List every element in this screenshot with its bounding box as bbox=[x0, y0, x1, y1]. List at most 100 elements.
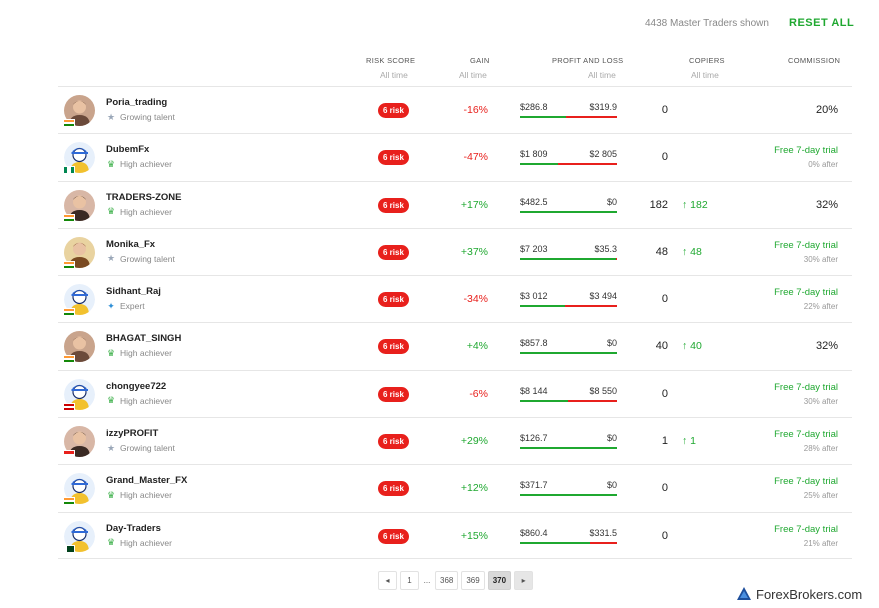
gain-value: -6% bbox=[469, 387, 488, 400]
copiers-delta: ↑ 182 bbox=[682, 198, 708, 211]
flag-india-icon bbox=[63, 119, 75, 127]
trader-level-label: High achiever bbox=[120, 490, 172, 501]
table-row[interactable]: Grand_Master_FX ♛ High achiever 6 risk +12% $… bbox=[58, 464, 852, 511]
watermark-text: ForexBrokers.com bbox=[756, 586, 863, 602]
flag-pakistan-icon bbox=[63, 544, 75, 553]
profit-value: $8 144 bbox=[520, 385, 548, 396]
copiers-delta: ↑ 48 bbox=[682, 245, 702, 258]
loss-bar bbox=[557, 163, 617, 166]
profit-bar bbox=[520, 352, 617, 355]
table-row[interactable]: Sidhant_Raj ✦ Expert 6 risk -34% $3 012 $3 494… bbox=[58, 275, 852, 322]
trader-name[interactable]: Sidhant_Raj bbox=[106, 286, 161, 298]
profit-bar bbox=[520, 210, 617, 213]
gain-value: +15% bbox=[460, 529, 488, 542]
flag-india-icon bbox=[63, 308, 75, 317]
table-row[interactable]: Monika_Fx ★ Growing talent 6 risk +37% $7 203… bbox=[58, 227, 852, 275]
copiers-count: 48 bbox=[655, 245, 668, 258]
profit-bar bbox=[520, 163, 558, 166]
commission-after: 25% after bbox=[803, 491, 838, 501]
trader-name[interactable]: izzyPROFIT bbox=[106, 428, 159, 440]
profit-loss: $860.4 $331.5 bbox=[520, 528, 617, 544]
trophy-icon: ♛ bbox=[106, 206, 116, 217]
profit-loss: $371.7 $0 bbox=[520, 480, 617, 497]
risk-badge: 6 risk bbox=[378, 150, 409, 166]
profit-loss: $1 809 $2 805 bbox=[520, 149, 617, 166]
copiers-count: 0 bbox=[661, 151, 668, 164]
loss-value: $2 805 bbox=[589, 149, 617, 160]
header-profit-and-loss[interactable]: PROFIT AND LOSS bbox=[552, 56, 624, 65]
trader-level-label: High achiever bbox=[120, 348, 172, 359]
prev-page-button[interactable]: ◂ bbox=[378, 571, 397, 590]
profit-value: $126.7 bbox=[520, 433, 548, 444]
trader-name[interactable]: DubemFx bbox=[106, 144, 150, 156]
trophy-icon: ♛ bbox=[106, 489, 116, 500]
trader-name[interactable]: Day-Traders bbox=[106, 522, 161, 534]
profit-loss: $857.8 $0 bbox=[520, 338, 617, 355]
forexbrokers-logo-icon bbox=[737, 587, 751, 600]
page-button-368[interactable]: 368 bbox=[435, 571, 459, 590]
gain-value: +12% bbox=[460, 482, 488, 495]
risk-badge: 6 risk bbox=[378, 481, 409, 497]
gain-value: -47% bbox=[463, 151, 488, 164]
profit-loss-bar bbox=[520, 210, 617, 213]
trader-level: ♛ High achiever bbox=[106, 348, 172, 358]
header-copiers[interactable]: COPIERS bbox=[689, 56, 725, 65]
reset-all-button[interactable]: RESET ALL bbox=[789, 17, 855, 29]
flag-india-icon bbox=[63, 213, 75, 222]
header-risk-score[interactable]: RISK SCORE bbox=[366, 56, 416, 65]
table-row[interactable]: izzyPROFIT ★ Growing talent 6 risk +29% $126.… bbox=[58, 417, 852, 464]
page-button-1[interactable]: 1 bbox=[400, 571, 419, 590]
profit-loss: $7 203 $35.3 bbox=[520, 244, 617, 260]
page-button-370[interactable]: 370 bbox=[487, 571, 512, 590]
risk-badge: 6 risk bbox=[378, 292, 409, 308]
risk-badge: 6 risk bbox=[378, 434, 409, 450]
trader-level: ♛ High achiever bbox=[106, 490, 172, 500]
table-row[interactable]: DubemFx ♛ High achiever 6 risk -47% $1 809 $2 … bbox=[58, 133, 852, 180]
gain-value: -16% bbox=[463, 104, 488, 116]
commission-after: 21% after bbox=[803, 538, 838, 548]
copiers-count: 0 bbox=[661, 293, 668, 306]
profit-value: $371.7 bbox=[520, 480, 548, 491]
traders-table: Poria_trading ★ Growing talent 6 risk -16% $2… bbox=[58, 86, 852, 559]
profit-loss: $126.7 $0 bbox=[520, 433, 617, 450]
star-icon: ★ bbox=[106, 442, 116, 453]
table-row[interactable]: BHAGAT_SINGH ♛ High achiever 6 risk +4% $857.… bbox=[58, 322, 852, 369]
copiers-delta: ↑ 1 bbox=[682, 435, 697, 448]
copiers-count: 0 bbox=[661, 387, 668, 400]
gain-value: +17% bbox=[460, 198, 488, 211]
trader-level-label: High achiever bbox=[120, 206, 172, 217]
risk-badge: 6 risk bbox=[378, 103, 409, 118]
trader-name[interactable]: TRADERS-ZONE bbox=[106, 191, 182, 203]
profit-loss-bar bbox=[520, 399, 617, 402]
free-trial-label: Free 7-day trial bbox=[774, 145, 838, 157]
trader-name[interactable]: Poria_trading bbox=[106, 97, 168, 108]
next-page-button[interactable]: ▸ bbox=[514, 571, 534, 590]
commission-trial: Free 7-day trial 0% after bbox=[774, 145, 838, 169]
trader-name[interactable]: Grand_Master_FX bbox=[106, 475, 188, 487]
trader-name[interactable]: chongyee722 bbox=[106, 380, 167, 392]
trader-level-label: Growing talent bbox=[120, 253, 175, 264]
trader-name[interactable]: BHAGAT_SINGH bbox=[106, 333, 182, 345]
header-gain[interactable]: GAIN bbox=[470, 56, 490, 65]
table-row[interactable]: Poria_trading ★ Growing talent 6 risk -16% $2… bbox=[58, 86, 852, 133]
loss-value: $331.5 bbox=[589, 527, 617, 538]
commission-trial: Free 7-day trial 21% after bbox=[774, 524, 838, 548]
table-row[interactable]: TRADERS-ZONE ♛ High achiever 6 risk +17% $482… bbox=[58, 180, 852, 228]
flag-india-icon bbox=[63, 260, 75, 269]
page-button-369[interactable]: 369 bbox=[461, 571, 485, 590]
trader-level-label: High achiever bbox=[120, 395, 172, 406]
table-row[interactable]: chongyee722 ♛ High achiever 6 risk -6% $8 144… bbox=[58, 369, 852, 417]
trader-name[interactable]: Monika_Fx bbox=[106, 238, 156, 250]
header-commission[interactable]: COMMISSION bbox=[788, 56, 841, 65]
watermark: ForexBrokers.com bbox=[736, 586, 862, 602]
gain-value: +37% bbox=[460, 245, 488, 258]
commission-trial: Free 7-day trial 28% after bbox=[774, 429, 838, 453]
commission-trial: Free 7-day trial 25% after bbox=[774, 476, 838, 500]
profit-loss: $286.8 $319.9 bbox=[520, 102, 617, 118]
avatar[interactable] bbox=[64, 378, 95, 410]
profit-loss-bar bbox=[520, 116, 617, 118]
loss-value: $0 bbox=[606, 338, 617, 349]
trader-level-label: Expert bbox=[120, 301, 145, 312]
table-row[interactable]: Day-Traders ♛ High achiever 6 risk +15% $860.… bbox=[58, 511, 852, 559]
star-icon: ★ bbox=[106, 111, 116, 122]
